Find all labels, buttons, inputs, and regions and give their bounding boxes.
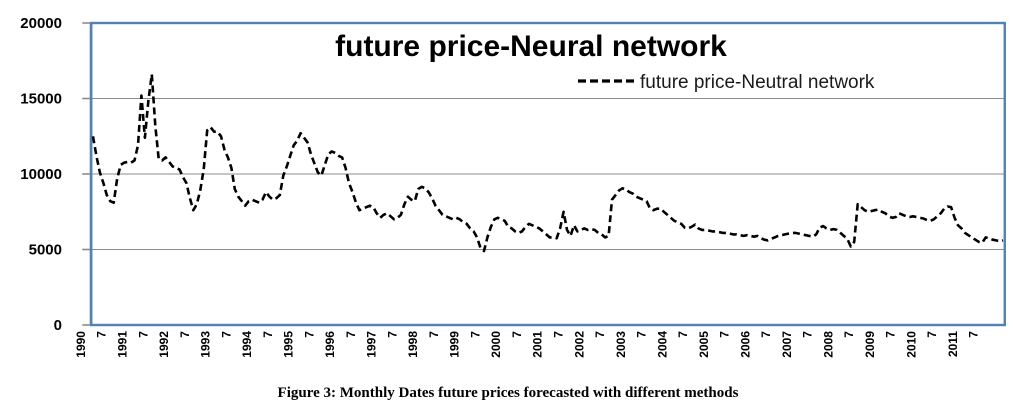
x-tick-label-12: 1996 <box>323 331 337 358</box>
x-tick-label-13: 7 <box>344 331 358 338</box>
x-tick-label-19: 7 <box>468 331 482 338</box>
x-tick-label-21: 7 <box>510 331 524 338</box>
x-tick-label-14: 1997 <box>365 331 379 358</box>
x-tick-label-20: 2000 <box>489 331 503 358</box>
figure-caption: Figure 3: Monthly Dates future prices fo… <box>278 385 739 401</box>
x-tick-label-3: 7 <box>136 331 150 338</box>
axes <box>82 22 92 326</box>
x-tick-label-6: 1993 <box>199 331 213 358</box>
x-tick-label-8: 1994 <box>240 331 254 358</box>
x-tick-label-2: 1991 <box>116 331 130 358</box>
x-tick-label-34: 2007 <box>780 331 794 358</box>
chart-title: future price-Neural network <box>335 30 727 63</box>
x-tick-label-26: 2003 <box>614 331 628 358</box>
y-tick-label-0: 0 <box>54 317 62 334</box>
x-tick-label-38: 2009 <box>863 331 877 358</box>
x-tick-label-22: 2001 <box>531 331 545 358</box>
legend: future price-Neutral network <box>578 72 875 93</box>
x-tick-label-5: 7 <box>178 331 192 338</box>
x-tick-label-37: 7 <box>842 331 856 338</box>
x-tick-label-24: 2002 <box>572 331 586 358</box>
x-tick-label-15: 7 <box>385 331 399 338</box>
x-tick-label-18: 1999 <box>448 331 462 358</box>
y-tick-label-10000: 10000 <box>20 166 62 183</box>
gridlines <box>91 98 1005 250</box>
x-tick-label-31: 7 <box>718 331 732 338</box>
x-tick-label-36: 2008 <box>821 331 835 358</box>
plot-line-neural-network <box>91 73 1004 253</box>
x-tick-label-4: 1992 <box>157 331 171 358</box>
x-tick-label-0: 1990 <box>74 331 88 358</box>
legend-label: future price-Neutral network <box>640 72 875 93</box>
x-tick-label-17: 7 <box>427 331 441 338</box>
data-series <box>91 73 1004 253</box>
x-tick-label-35: 7 <box>801 331 815 338</box>
x-tick-label-28: 2004 <box>655 331 669 358</box>
x-tick-label-23: 7 <box>551 331 565 338</box>
x-tick-label-7: 7 <box>219 331 233 338</box>
x-axis-labels: 1990 7 1991 7 1992 7 1993 7 1994 7 1995 7 1996 7 1997 7… <box>74 331 981 358</box>
x-tick-label-43: 7 <box>967 331 981 338</box>
x-tick-label-40: 2010 <box>904 331 918 358</box>
y-tick-label-5000: 5000 <box>29 242 62 259</box>
x-tick-label-11: 7 <box>302 331 316 338</box>
x-tick-label-30: 2005 <box>697 331 711 358</box>
y-tick-label-20000: 20000 <box>20 15 62 32</box>
x-tick-label-1: 7 <box>95 331 109 338</box>
plot-border <box>90 21 1006 327</box>
x-tick-label-10: 1995 <box>282 331 296 358</box>
x-tick-label-33: 7 <box>759 331 773 338</box>
x-tick-label-16: 1998 <box>406 331 420 358</box>
x-tick-label-25: 7 <box>593 331 607 338</box>
x-tick-label-32: 2006 <box>738 331 752 358</box>
x-tick-label-41: 7 <box>925 331 939 338</box>
x-tick-label-27: 7 <box>635 331 649 338</box>
x-tick-label-39: 7 <box>884 331 898 338</box>
x-tick-label-9: 7 <box>261 331 275 338</box>
x-tick-label-29: 7 <box>676 331 690 338</box>
x-tick-label-42: 2011 <box>946 331 960 357</box>
y-tick-label-15000: 15000 <box>20 91 62 108</box>
